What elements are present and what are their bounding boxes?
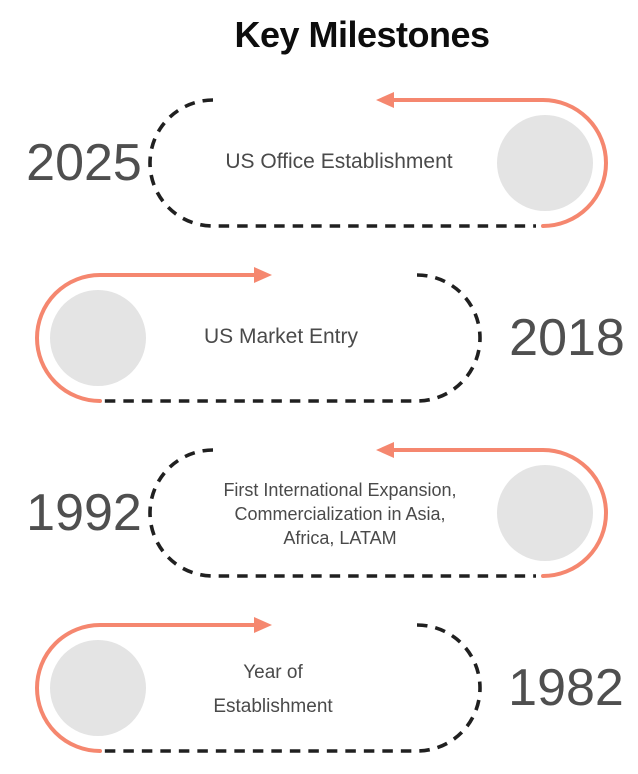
milestone-circle-2025: [497, 115, 593, 211]
page-title: Key Milestones: [234, 14, 490, 55]
dashed-track-2025: [148, 98, 536, 228]
milestone-year-1992: 1992: [26, 484, 142, 542]
milestone-year-1982: 1982: [508, 659, 624, 717]
milestone-year-2025: 2025: [26, 134, 142, 192]
arrow-left-icon: [376, 442, 394, 458]
flow-arrow-2018: [35, 273, 260, 403]
label-line: First International Expansion,: [223, 480, 457, 500]
dashed-track-1992: [148, 448, 536, 578]
milestone-circle-1992: [497, 465, 593, 561]
dashed-track-1982: [104, 623, 482, 753]
arrow-left-icon: [376, 92, 394, 108]
arrow-right-icon: [254, 617, 272, 633]
label-line: US Market Entry: [203, 325, 359, 348]
flow-arrow-2025: [388, 98, 608, 228]
flow-arrow-1992: [388, 448, 608, 578]
milestone-label-2018: US Market Entry: [204, 324, 358, 350]
milestone-label-1992: First International Expansion, Commercia…: [223, 478, 456, 550]
arrow-right-icon: [254, 267, 272, 283]
flow-arrow-1982: [35, 623, 260, 753]
dashed-track-2018: [104, 273, 482, 403]
milestone-year-2018: 2018: [509, 309, 625, 367]
milestone-label-1982: Year of Establishment: [213, 656, 332, 724]
label-line: US Office Establishment: [225, 150, 453, 173]
label-line: Establishment: [213, 696, 333, 717]
label-line: Commercialization in Asia,: [234, 504, 446, 524]
milestone-circle-2018: [50, 290, 146, 386]
label-line: Africa, LATAM: [283, 528, 397, 548]
milestone-circle-1982: [50, 640, 146, 736]
milestone-label-2025: US Office Establishment: [225, 149, 452, 175]
label-line: Year of: [243, 662, 303, 683]
